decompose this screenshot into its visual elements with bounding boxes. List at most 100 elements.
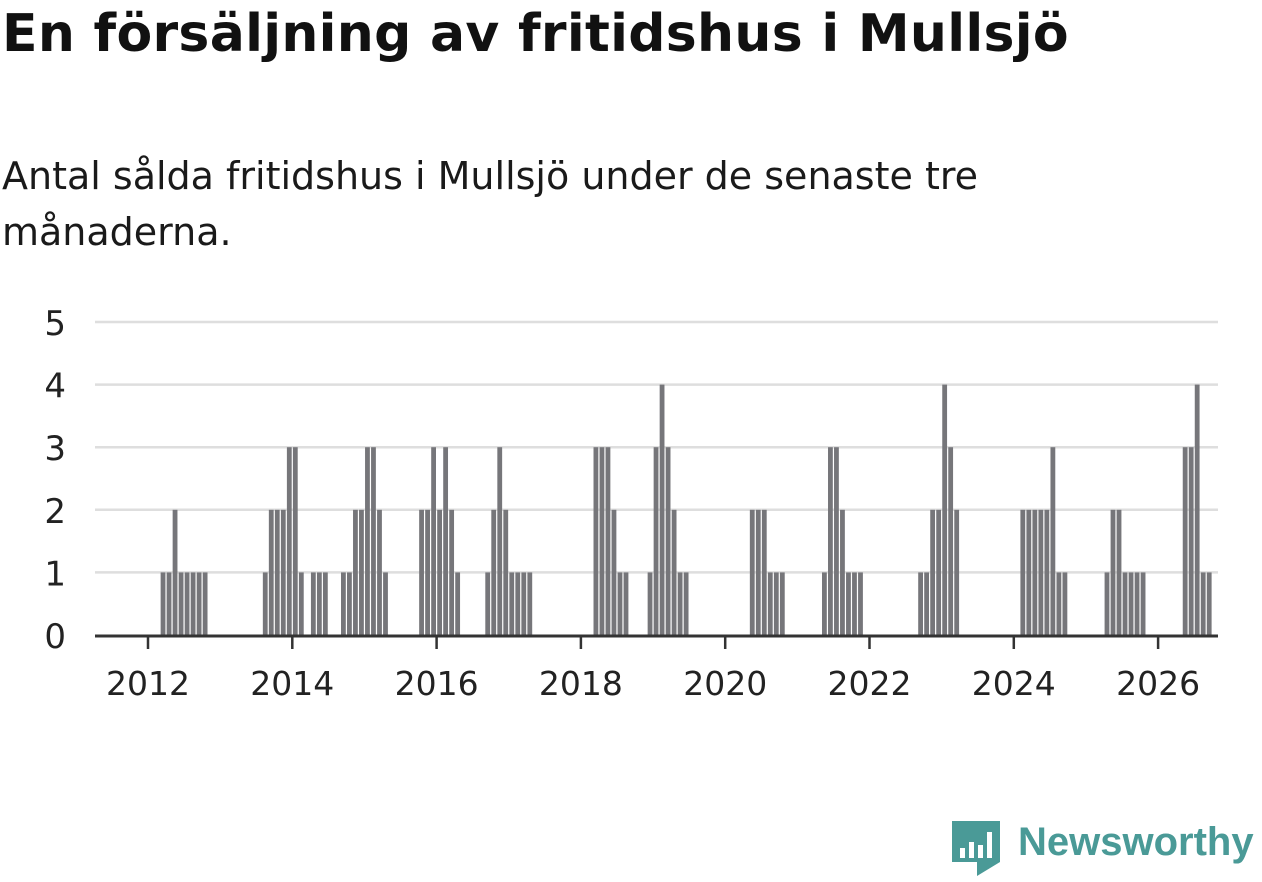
bar [292,447,298,635]
bar [365,447,370,635]
bar [521,572,527,635]
bar [280,509,286,635]
bar [936,509,942,635]
bar [852,572,857,635]
x-tick-label: 2016 [395,664,479,703]
bar [749,509,755,635]
bar [1110,509,1116,635]
bar [1062,572,1068,635]
bar [202,572,208,635]
x-tick-label: 2026 [1116,664,1200,703]
bar [196,572,202,635]
bar [310,572,316,635]
bar [683,572,689,635]
y-tick-label: 3 [44,429,66,469]
bar [419,509,424,635]
bar [593,447,599,635]
bar [1134,572,1140,635]
bar [1026,509,1032,635]
x-tick-label: 2024 [972,664,1056,703]
newsworthy-logo-icon [952,821,1000,876]
bar [353,509,358,635]
bar [485,572,491,635]
bar [1206,572,1212,635]
brand-name: Newsworthy [1018,820,1254,864]
bar [443,447,449,635]
bar [1050,447,1056,635]
bar [948,447,954,635]
bar [184,572,190,635]
bar [503,509,509,635]
bar [515,572,521,635]
bar [647,572,653,635]
bar [677,572,683,635]
bar [1116,509,1122,635]
bar [1104,572,1110,635]
bar [942,384,948,635]
bar [773,572,779,635]
bar [599,447,605,635]
y-axis-ticks: 0 1 2 3 4 5 [44,304,66,657]
bar [509,572,515,635]
bar [527,572,533,635]
bar [665,447,671,635]
bar [858,572,863,635]
bar [924,572,930,635]
bar [1122,572,1128,635]
bar [1140,572,1146,635]
x-tick-label: 2014 [250,664,334,703]
bar [1182,447,1188,635]
bar [371,447,376,635]
bar [779,572,785,635]
bar [623,572,629,635]
y-tick-label: 4 [44,367,66,407]
bar [455,572,461,635]
bar [755,509,761,635]
bar [178,572,184,635]
x-tick-label: 2018 [539,664,623,703]
bar [1020,509,1026,635]
bar [659,384,665,635]
bar [298,572,304,635]
bar [316,572,322,635]
chart-subtitle: Antal sålda fritidshus i Mullsjö under d… [2,154,979,254]
bar [268,509,274,635]
bar [359,509,364,635]
bar [322,572,328,635]
bar [653,447,659,635]
newsworthy-logo: Newsworthy [950,818,1260,878]
bar [1200,572,1206,635]
bar [274,509,280,635]
y-tick-label: 0 [44,617,66,657]
chart-title: En försäljning av fritidshus i Mullsjö [2,4,1069,64]
bar [761,509,767,635]
bar [1194,384,1200,635]
bar [491,509,497,635]
bar [286,447,292,635]
bar [918,572,924,635]
bar [671,509,677,635]
bar [377,509,382,635]
bar [840,509,845,635]
x-tick-label: 2022 [828,664,912,703]
bars [160,384,1212,635]
bar [846,572,851,635]
bar [172,509,178,635]
bar [341,572,346,635]
bar [497,447,503,635]
bar [383,572,388,635]
bar [1044,509,1050,635]
x-tick-label: 2020 [683,664,767,703]
bar [347,572,352,635]
bar [767,572,773,635]
bar [834,447,839,635]
bar [160,572,166,635]
bar [1128,572,1134,635]
bar [431,447,436,635]
x-axis-ticks: 2012 2014 2016 2018 2020 2022 2024 2026 [106,637,1200,703]
bar [828,447,833,635]
bar [262,572,268,635]
x-tick-label: 2012 [106,664,190,703]
y-tick-label: 1 [44,554,66,594]
